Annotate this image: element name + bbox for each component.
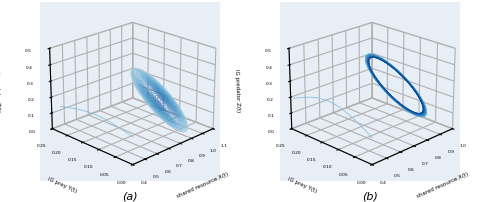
Text: (b): (b) xyxy=(362,190,378,200)
Text: (a): (a) xyxy=(122,190,138,200)
X-axis label: shared resource X(t): shared resource X(t) xyxy=(176,171,230,198)
X-axis label: shared resource X(t): shared resource X(t) xyxy=(416,171,469,198)
Y-axis label: IG prey Y(t): IG prey Y(t) xyxy=(286,176,318,193)
Y-axis label: IG prey Y(t): IG prey Y(t) xyxy=(48,176,78,193)
